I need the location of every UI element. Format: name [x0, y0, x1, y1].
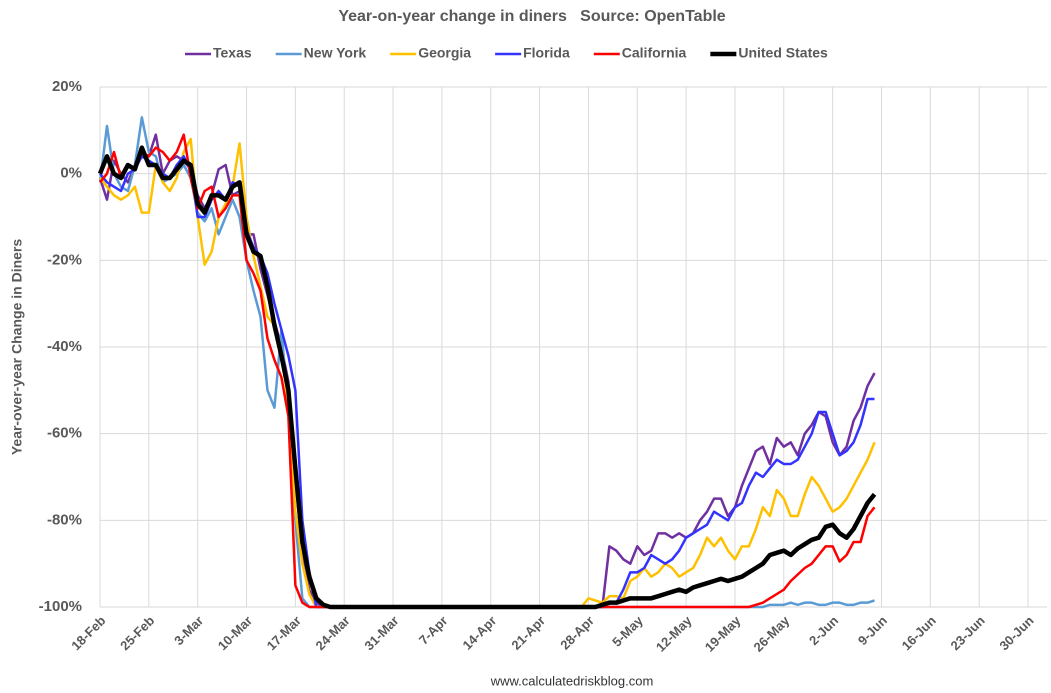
legend-label: Georgia [418, 45, 471, 61]
x-tick-label: 12-May [653, 612, 695, 654]
x-tick-label: 14-Apr [460, 613, 500, 653]
legend-label: United States [738, 45, 828, 61]
x-tick-label: 31-Mar [361, 613, 401, 653]
y-tick-label: 0% [60, 165, 82, 182]
source-note: www.calculatedriskblog.com [490, 673, 654, 688]
chart-title: Year-on-year change in diners Source: Op… [338, 8, 725, 25]
x-tick-label: 26-May [751, 612, 793, 654]
y-tick-label: 20% [52, 78, 82, 95]
x-tick-label: 10-Mar [215, 613, 255, 653]
y-tick-label: -20% [47, 251, 82, 268]
x-tick-label: 16-Jun [899, 613, 939, 653]
y-tick-label: -60% [47, 425, 82, 442]
x-tick-label: 9-Jun [855, 613, 890, 648]
legend-label: California [622, 45, 687, 61]
legend-label: Texas [213, 45, 252, 61]
y-tick-label: -100% [39, 598, 82, 615]
x-tick-label: 28-Apr [557, 613, 597, 653]
series-line [97, 145, 877, 610]
x-tick-label: 19-May [702, 612, 744, 654]
legend-label: Florida [523, 45, 570, 61]
x-tick-label: 7-Apr [416, 613, 451, 648]
x-tick-label: 3-Mar [171, 613, 206, 648]
y-tick-label: -40% [47, 338, 82, 355]
x-tick-label: 5-May [609, 612, 646, 649]
legend-label: New York [304, 45, 367, 61]
series-line [99, 133, 876, 609]
x-tick-label: 21-Apr [508, 613, 548, 653]
x-tick-label: 24-Mar [313, 613, 353, 653]
y-axis-label: Year-over-year Change in Diners [9, 239, 25, 456]
x-tick-label: 17-Mar [264, 613, 304, 653]
x-tick-label: 2-Jun [806, 613, 841, 648]
x-tick-label: 18-Feb [68, 613, 108, 653]
x-tick-label: 30-Jun [996, 613, 1036, 653]
y-tick-label: -80% [47, 511, 82, 528]
series-line [98, 116, 875, 609]
x-tick-label: 23-Jun [947, 613, 987, 653]
x-tick-label: 25-Feb [117, 613, 157, 653]
